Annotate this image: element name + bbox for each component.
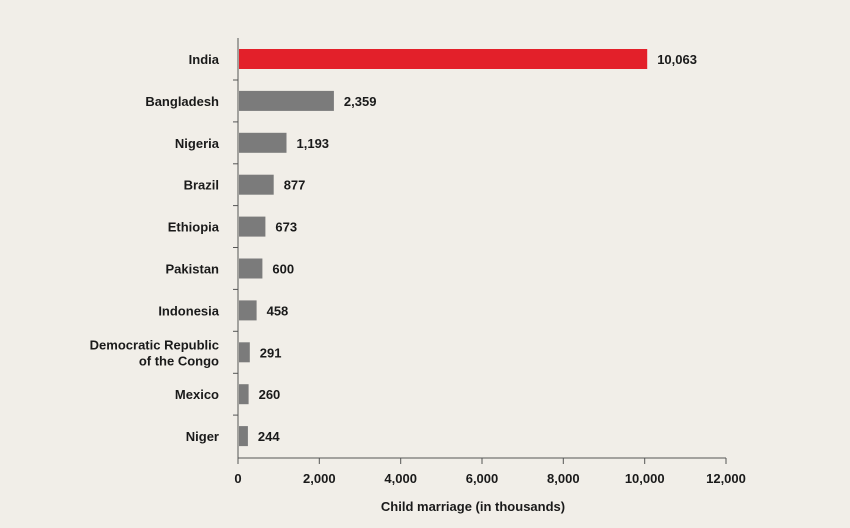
category-label-indonesia: Indonesia <box>158 303 219 318</box>
value-label-bangladesh: 2,359 <box>344 94 377 109</box>
bar-democratic-republic-of-the-congo <box>239 342 250 363</box>
value-label-nigeria: 1,193 <box>297 136 330 151</box>
value-label-indonesia: 458 <box>267 303 289 318</box>
value-label-democratic-republic-of-the-congo: 291 <box>260 345 282 360</box>
category-label-india: India <box>189 52 220 67</box>
x-tick-label: 6,000 <box>466 471 499 486</box>
category-label-pakistan: Pakistan <box>166 262 220 277</box>
bar-india <box>239 49 648 69</box>
category-label-bangladesh: Bangladesh <box>145 94 219 109</box>
category-label-democratic-republic-of-the-congo: Democratic Republic of the Congo <box>90 337 219 368</box>
category-label-niger: Niger <box>186 429 219 444</box>
value-label-mexico: 260 <box>259 387 281 402</box>
value-label-india: 10,063 <box>657 52 697 67</box>
x-tick-label: 8,000 <box>547 471 580 486</box>
axis-layer <box>233 38 727 464</box>
bar-brazil <box>239 174 274 195</box>
bar-ethiopia <box>239 216 266 237</box>
bar-mexico <box>239 384 249 405</box>
value-label-pakistan: 600 <box>272 262 294 277</box>
value-label-niger: 244 <box>258 429 280 444</box>
category-label-brazil: Brazil <box>184 178 219 193</box>
bar-pakistan <box>239 258 263 279</box>
bar-bangladesh <box>239 90 334 111</box>
value-label-ethiopia: 673 <box>275 220 297 235</box>
bar-nigeria <box>239 132 287 153</box>
bar-indonesia <box>239 300 257 321</box>
bar-niger <box>239 426 248 447</box>
value-label-brazil: 877 <box>284 178 306 193</box>
x-tick-label: 4,000 <box>384 471 417 486</box>
x-axis-title: Child marriage (in thousands) <box>381 499 565 514</box>
x-tick-label: 2,000 <box>303 471 336 486</box>
labels-layer: 10,063 India 2,359 Bangladesh 1,193 Nigeria 87… <box>90 52 746 486</box>
category-label-ethiopia: Ethiopia <box>168 220 220 235</box>
category-label-mexico: Mexico <box>175 387 219 402</box>
x-tick-label: 10,000 <box>625 471 665 486</box>
category-label-nigeria: Nigeria <box>175 136 220 151</box>
bars-layer <box>239 49 648 447</box>
x-tick-label: 0 <box>234 471 241 486</box>
x-tick-label: 12,000 <box>706 471 746 486</box>
